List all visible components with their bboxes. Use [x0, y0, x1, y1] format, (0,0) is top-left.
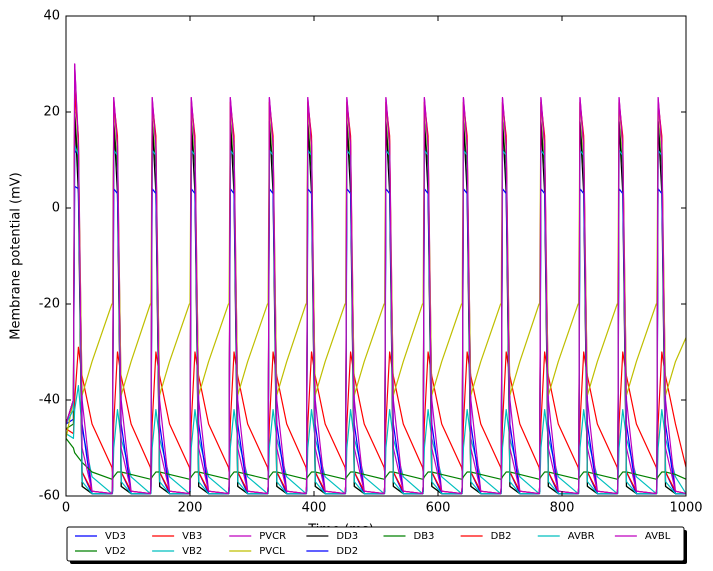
legend: VD3 VD2 VB3 VB2 PVCR PVCL DD3 DD2 DB3 DB2 AVBR AVBL — [66, 526, 687, 564]
legend-label: PVCL — [259, 546, 285, 557]
x-tick-label: 800 — [550, 501, 575, 516]
y-tick-label: 0 — [52, 201, 60, 216]
x-tick-label: 600 — [426, 501, 451, 516]
x-tick-label: 200 — [178, 501, 203, 516]
legend-label: AVBL — [645, 531, 671, 542]
legend-label: VB3 — [182, 531, 202, 542]
series-line — [66, 63, 686, 495]
legend-label: VD2 — [105, 546, 126, 557]
legend-label: DB2 — [491, 531, 512, 542]
legend-label: VB2 — [182, 546, 202, 557]
legend-label: DB3 — [414, 531, 435, 542]
y-tick-label: -20 — [39, 297, 60, 312]
legend-label: DD3 — [336, 531, 358, 542]
legend-label: AVBR — [568, 531, 595, 542]
legend-label: VD3 — [105, 531, 126, 542]
y-tick-label: 20 — [43, 105, 60, 120]
plot-frame — [65, 15, 687, 497]
y-tick-label: 40 — [43, 9, 60, 24]
x-tick-label: 0 — [62, 501, 70, 516]
legend-label: DD2 — [336, 546, 358, 557]
y-tick-label: -40 — [39, 393, 60, 408]
x-tick-label: 1000 — [669, 501, 702, 516]
y-axis-label: Membrane potential (mV) — [9, 172, 24, 339]
y-tick-label: -60 — [39, 489, 60, 504]
legend-box — [66, 526, 685, 562]
x-tick-label: 400 — [302, 501, 327, 516]
legend-label: PVCR — [259, 531, 286, 542]
